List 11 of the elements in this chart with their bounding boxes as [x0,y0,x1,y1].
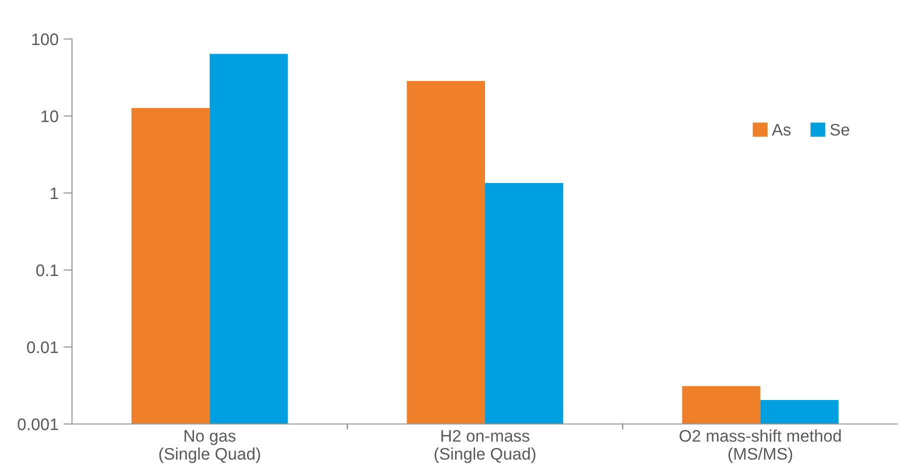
legend-label: As [772,124,791,136]
y-tick-label: 0.1 [36,264,58,276]
y-tick-label: 0.01 [27,341,58,354]
y-tick-label: 10 [42,110,58,122]
y-tick-label: 1 [50,188,58,200]
y-tick-label: 100 [32,33,58,46]
y-tick-label: 0.001 [18,418,58,430]
legend-label: Se [830,124,850,136]
x-tick-label: No gas (Single Quad) [159,430,260,464]
x-tick-label: O2 mass-shift method (MS/MS) [680,430,841,464]
x-tick-label: H2 on-mass (Single Quad) [434,430,536,464]
